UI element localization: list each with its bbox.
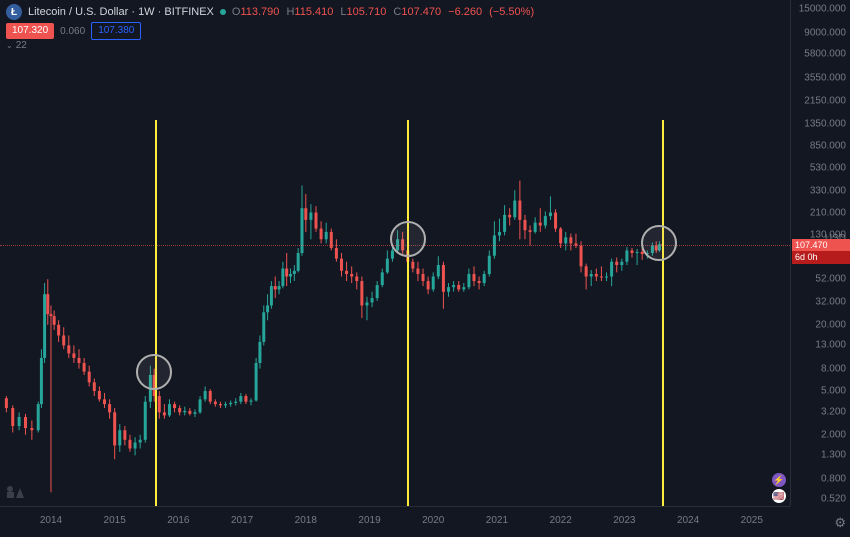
highlight-circle[interactable] — [641, 225, 677, 261]
y-tick-label: 1350.000 — [804, 118, 846, 129]
volume-row[interactable]: ⌄ 22 — [6, 40, 27, 51]
ohlc-block: O113.790 H115.410 L105.710 C107.470 −6.2… — [232, 6, 538, 18]
y-tick-label: 15000.000 — [799, 3, 846, 14]
x-tick-label: 2017 — [231, 515, 253, 526]
y-tick-label: 9000.000 — [804, 28, 846, 39]
x-tick-label: 2021 — [486, 515, 508, 526]
bid-price[interactable]: 107.320 — [6, 23, 54, 39]
halving-vertical-line[interactable] — [407, 120, 409, 506]
ask-price[interactable]: 107.380 — [91, 22, 141, 40]
halving-vertical-line[interactable] — [155, 120, 157, 506]
y-tick-label: 13.000 — [815, 340, 846, 351]
x-tick-label: 2016 — [167, 515, 189, 526]
bottom-right-event-icons: ⚡ 🇺🇸 — [772, 473, 786, 503]
bar-countdown-tag: 6d 0h — [792, 251, 850, 264]
highlight-circle[interactable] — [390, 221, 426, 257]
y-tick-label: 210.000 — [810, 207, 846, 218]
gear-icon[interactable]: ⚙ — [834, 515, 846, 531]
x-tick-label: 2024 — [677, 515, 699, 526]
y-tick-label: 0.800 — [821, 473, 846, 484]
spread-value: 0.060 — [60, 26, 85, 37]
y-tick-label: 32.000 — [815, 297, 846, 308]
y-tick-label: 2.000 — [821, 429, 846, 440]
halving-vertical-line[interactable] — [662, 120, 664, 506]
x-tick-label: 2023 — [613, 515, 635, 526]
symbol-title[interactable]: Litecoin / U.S. Dollar · 1W · BITFINEX — [28, 6, 214, 18]
x-tick-label: 2014 — [40, 515, 62, 526]
lightning-icon[interactable]: ⚡ — [772, 473, 786, 487]
legend-row: Ł Litecoin / U.S. Dollar · 1W · BITFINEX… — [6, 4, 538, 20]
y-tick-label: 5.000 — [821, 386, 846, 397]
tradingview-logo-icon — [6, 483, 24, 501]
us-flag-icon[interactable]: 🇺🇸 — [772, 489, 786, 503]
bid-ask-row: 107.320 0.060 107.380 — [6, 22, 141, 40]
y-tick-label: 8.000 — [821, 363, 846, 374]
y-tick-label: 52.000 — [815, 274, 846, 285]
x-tick-label: 2018 — [295, 515, 317, 526]
volume-value: 22 — [16, 40, 27, 51]
highlight-circle[interactable] — [136, 354, 172, 390]
x-tick-label: 2020 — [422, 515, 444, 526]
y-tick-label: 5800.000 — [804, 49, 846, 60]
y-tick-label: 0.520 — [821, 494, 846, 505]
y-tick-label: 3.200 — [821, 407, 846, 418]
chart-container: Ł Litecoin / U.S. Dollar · 1W · BITFINEX… — [0, 0, 850, 537]
y-tick-label: 530.000 — [810, 163, 846, 174]
x-tick-label: 2019 — [358, 515, 380, 526]
x-tick-label: 2025 — [741, 515, 763, 526]
y-tick-label: 2150.000 — [804, 96, 846, 107]
y-tick-label: 3550.000 — [804, 72, 846, 83]
x-tick-label: 2022 — [550, 515, 572, 526]
chevron-down-icon: ⌄ — [6, 41, 13, 50]
market-status-dot — [220, 9, 226, 15]
y-tick-label: 20.000 — [815, 319, 846, 330]
y-tick-label: 850.000 — [810, 140, 846, 151]
x-tick-label: 2015 — [104, 515, 126, 526]
y-axis[interactable]: 15000.000 9000.000 5800.000 3550.000 2150.00… — [790, 0, 850, 506]
x-axis[interactable]: 2014 2015 2016 2017 2018 2019 2020 2021 2022 2023… — [0, 506, 790, 537]
y-tick-label: 1.300 — [821, 450, 846, 461]
y-tick-label: 330.000 — [810, 185, 846, 196]
litecoin-icon: Ł — [6, 4, 22, 20]
